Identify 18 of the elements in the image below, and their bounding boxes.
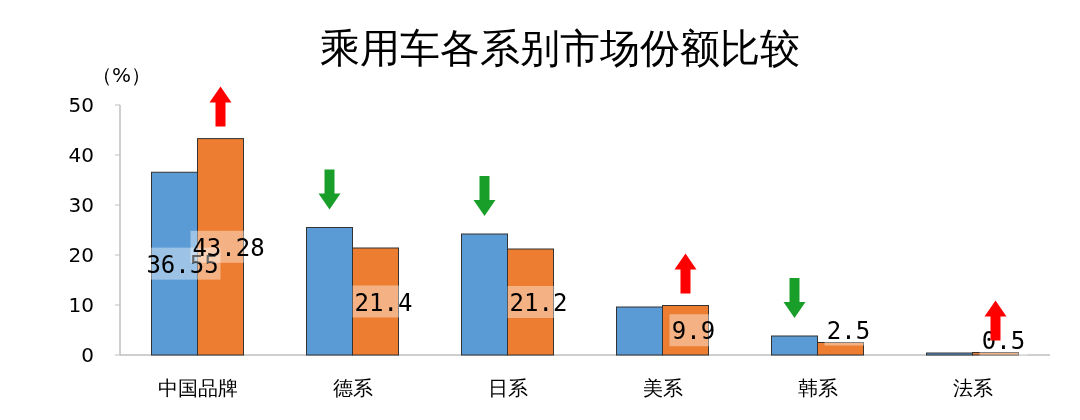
x-tick-label: 德系 <box>332 376 373 400</box>
x-tick-label: 韩系 <box>797 376 838 400</box>
y-tick-label: 20 <box>68 243 94 267</box>
x-tick-label: 日系 <box>487 376 528 400</box>
x-tick-label: 法系 <box>952 376 993 400</box>
y-tick-label: 30 <box>68 193 94 217</box>
y-tick-label: 0 <box>81 343 94 367</box>
data-label: 21.4 <box>354 288 413 317</box>
x-tick-label: 中国品牌 <box>157 376 238 400</box>
data-label: 2.5 <box>826 316 871 345</box>
y-axis-title: （%） <box>92 63 152 87</box>
x-tick-label: 美系 <box>642 376 683 400</box>
y-tick-label: 40 <box>68 143 94 167</box>
y-tick-label: 50 <box>68 93 94 117</box>
chart-title: 乘用车各系别市场份额比较 <box>320 25 800 71</box>
data-label: 21.2 <box>509 289 568 317</box>
data-label: 9.9 <box>671 317 716 346</box>
y-tick-label: 10 <box>68 293 94 317</box>
